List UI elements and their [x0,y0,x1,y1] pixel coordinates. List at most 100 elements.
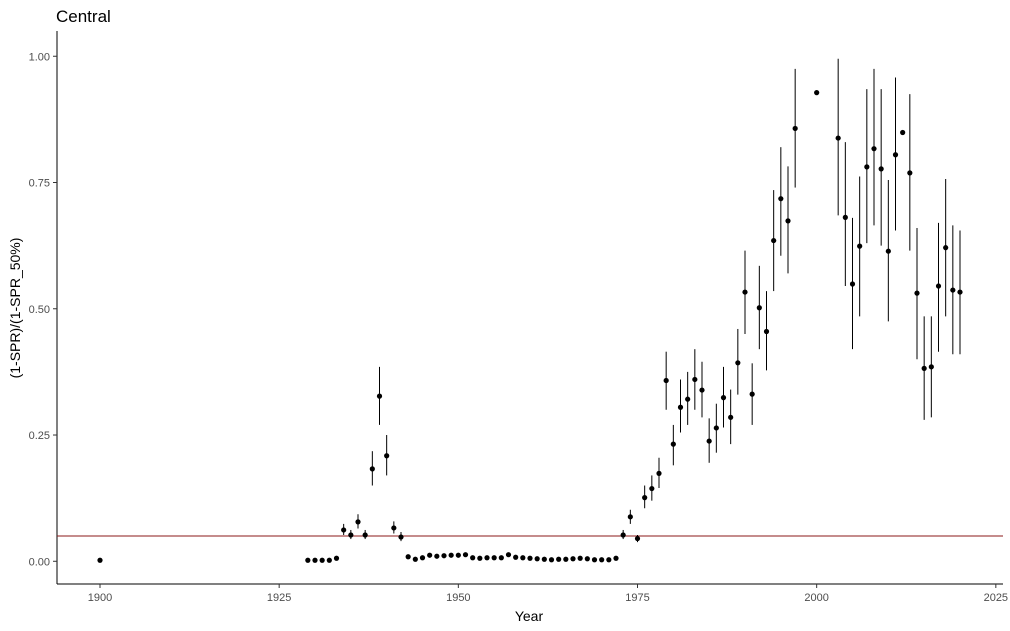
x-tick-label: 2025 [984,592,1008,604]
data-point [362,532,368,538]
data-point [341,527,347,533]
data-point [312,557,318,563]
data-point [534,556,540,562]
data-point [914,290,920,296]
data-point [441,553,447,559]
data-point [498,555,504,561]
data-point [771,237,777,244]
data-point [305,557,311,563]
data-point [505,552,512,558]
data-point [785,218,791,224]
data-point [864,164,870,170]
data-point [656,470,662,476]
data-point [814,90,820,96]
data-point [835,135,841,141]
data-point [477,555,483,561]
data-point [391,525,397,531]
chart-title: Central [56,7,111,26]
data-point [563,556,569,562]
data-point [405,554,411,560]
data-point [591,557,598,563]
data-point [720,395,727,401]
data-point [455,552,461,558]
data-point [649,485,655,492]
data-point [484,555,490,561]
data-point [849,281,856,287]
data-point [434,553,440,559]
data-point [943,245,949,251]
data-point [355,519,361,525]
data-point [677,404,684,410]
data-point [778,196,784,202]
data-point [642,495,648,501]
data-point [427,552,433,558]
data-point [907,170,913,176]
data-point [685,396,691,402]
data-point [871,146,877,152]
data-point [448,552,454,558]
data-point [792,125,798,132]
data-point [857,243,863,249]
data-point [935,283,942,289]
data-point [842,214,848,220]
data-point [663,377,669,384]
data-point [419,555,426,561]
data-point [470,555,476,561]
data-point [957,289,963,295]
data-point [878,166,884,172]
x-tick-label: 1925 [267,592,291,604]
data-point [749,391,755,397]
y-tick-label: 1.00 [29,51,50,63]
data-point [333,555,340,561]
data-point [577,555,583,561]
data-point [570,556,576,562]
data-point [692,376,698,383]
data-point [885,248,891,254]
data-point [369,466,375,472]
data-point [412,556,418,562]
data-point [599,557,605,563]
x-axis-title: Year [515,608,544,624]
data-point [699,387,705,393]
data-point [398,534,404,540]
data-point [491,555,497,561]
data-point [376,393,383,399]
y-axis-title: (1-SPR)/(1-SPR_50%) [7,238,23,379]
data-point [556,556,562,562]
x-tick-label: 1900 [88,592,112,604]
y-tick-label: 0.00 [29,556,50,568]
data-point [763,328,770,335]
data-point [348,532,354,538]
data-point [900,129,906,136]
plot-area: 0.00 0.25 0.50 0.75 1.00 1900 1925 1950 1975 2000… [29,31,1008,604]
data-point [384,453,390,459]
data-point [584,556,590,562]
data-point [527,555,533,561]
data-point [706,438,712,444]
data-point [634,535,641,542]
data-point [462,552,469,558]
x-tick-label: 2000 [804,592,828,604]
data-point [541,556,547,562]
x-tick-label: 1975 [625,592,649,604]
data-point [606,557,612,563]
data-point [742,289,748,295]
data-point [520,555,526,561]
data-point [513,554,519,560]
y-tick-label: 0.50 [29,304,50,316]
x-tick-label: 1950 [446,592,470,604]
data-point [756,305,762,311]
data-point [97,557,103,563]
data-point [670,441,676,447]
data-point [713,425,719,431]
data-point [950,287,956,293]
y-tick-label: 0.25 [29,430,50,442]
data-point [921,365,927,371]
data-point [928,364,934,370]
data-point [326,557,332,563]
data-point [548,557,555,563]
data-point [735,360,741,366]
data-point [613,555,619,561]
data-point [319,557,325,563]
